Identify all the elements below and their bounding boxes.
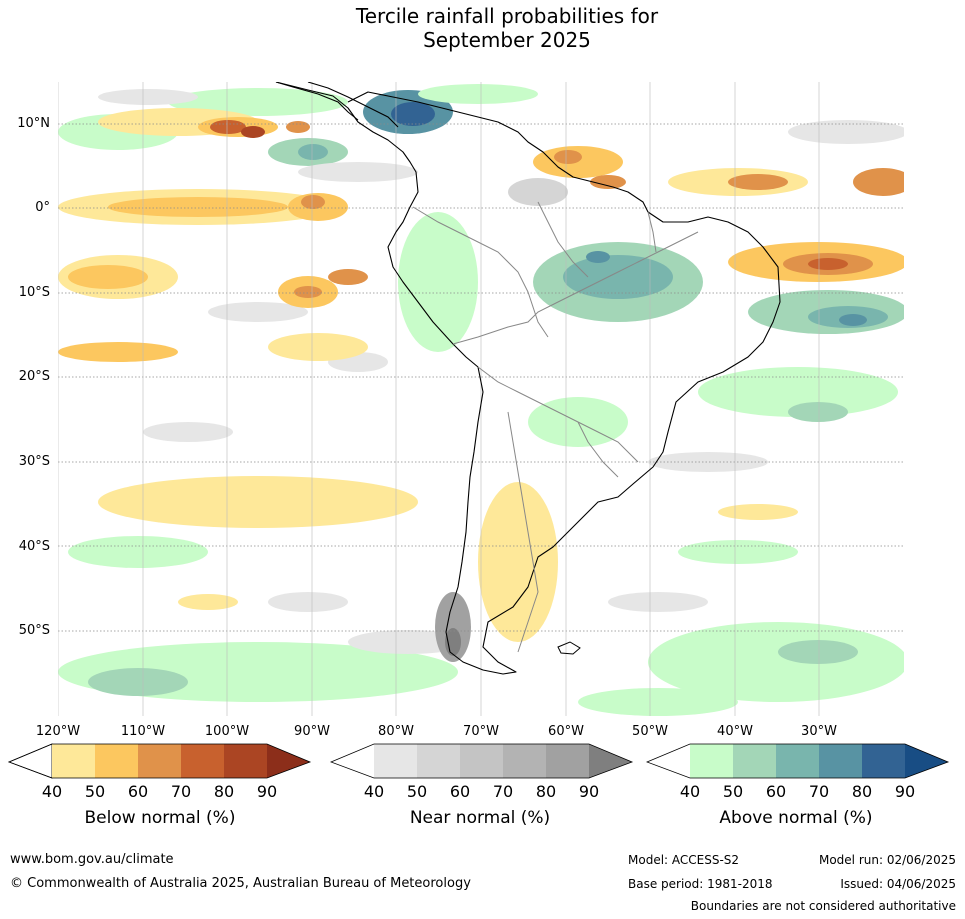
lat-label-40s: 40°S: [18, 539, 50, 554]
lat-label-20s: 20°S: [18, 369, 50, 384]
graticule: [58, 82, 904, 716]
base-period: Base period: 1981-2018: [628, 877, 773, 891]
near-tick-80: 80: [535, 782, 557, 801]
cbar-seg-3: [776, 744, 819, 778]
map-title: Tercile rainfall probabilities for Septe…: [0, 4, 965, 52]
cbar-seg-0: [331, 744, 374, 778]
lon-label-60w: 60°W: [548, 724, 584, 739]
lat-label-50s: 50°S: [18, 623, 50, 638]
below-tick-40: 40: [41, 782, 63, 801]
near-normal-colorbar: [330, 743, 634, 779]
lon-label-100w: 100°W: [204, 724, 250, 739]
model-run-date: Model run: 02/06/2025: [818, 853, 956, 867]
below-normal-colorbar: [8, 743, 312, 779]
probability-shading: [58, 84, 904, 716]
boundaries-disclaimer: Boundaries are not considered authoritat…: [690, 899, 956, 913]
cbar-seg-4: [819, 744, 862, 778]
below-tick-80: 80: [213, 782, 235, 801]
cbar-seg-1: [374, 744, 417, 778]
cbar-seg-2: [733, 744, 776, 778]
cbar-seg-3: [460, 744, 503, 778]
cbar-seg-3: [138, 744, 181, 778]
country-borders: [412, 201, 699, 653]
near-tick-50: 50: [406, 782, 428, 801]
above-normal-colorbar: [646, 743, 950, 779]
above-normal-title: Above normal (%): [719, 808, 873, 828]
copyright-text: © Commonwealth of Australia 2025, Austra…: [10, 876, 471, 891]
below-normal-title: Below normal (%): [84, 808, 236, 828]
cbar-seg-1: [52, 744, 95, 778]
lon-label-50w: 50°W: [632, 724, 668, 739]
lat-label-10n: 10°N: [17, 116, 50, 131]
above-tick-70: 70: [808, 782, 830, 801]
falkland-islands: [557, 641, 581, 655]
south-america-coastline: [275, 82, 781, 675]
above-tick-50: 50: [722, 782, 744, 801]
cbar-seg-5: [546, 744, 589, 778]
lon-label-40w: 40°W: [717, 724, 753, 739]
rainfall-map: [58, 82, 904, 716]
cbar-seg-4: [503, 744, 546, 778]
cbar-seg-6: [589, 744, 632, 778]
cbar-seg-4: [181, 744, 224, 778]
near-tick-40: 40: [363, 782, 385, 801]
near-tick-70: 70: [492, 782, 514, 801]
cbar-seg-2: [417, 744, 460, 778]
lon-label-110w: 110°W: [120, 724, 166, 739]
lat-label-30s: 30°S: [18, 454, 50, 469]
below-tick-60: 60: [127, 782, 149, 801]
near-tick-60: 60: [449, 782, 471, 801]
above-tick-40: 40: [679, 782, 701, 801]
near-normal-title: Near normal (%): [409, 808, 551, 828]
cbar-seg-5: [862, 744, 905, 778]
lon-label-90w: 90°W: [294, 724, 330, 739]
lon-label-70w: 70°W: [463, 724, 499, 739]
cbar-seg-1: [690, 744, 733, 778]
below-tick-70: 70: [170, 782, 192, 801]
lat-label-0: 0°: [35, 200, 50, 215]
cbar-seg-0: [647, 744, 690, 778]
lon-label-120w: 120°W: [35, 724, 81, 739]
cbar-seg-6: [905, 744, 948, 778]
lon-label-80w: 80°W: [378, 724, 414, 739]
model-name: Model: ACCESS-S2: [628, 853, 740, 867]
lat-label-10s: 10°S: [18, 285, 50, 300]
above-tick-80: 80: [851, 782, 873, 801]
above-tick-60: 60: [765, 782, 787, 801]
title-line-2: September 2025: [423, 28, 591, 52]
above-tick-90: 90: [894, 782, 916, 801]
cbar-seg-2: [95, 744, 138, 778]
cbar-seg-6: [267, 744, 310, 778]
central-america-coastline: [275, 82, 399, 128]
below-tick-90: 90: [256, 782, 278, 801]
website-link[interactable]: www.bom.gov.au/climate: [10, 852, 174, 867]
below-tick-50: 50: [84, 782, 106, 801]
issued-date: Issued: 04/06/2025: [840, 877, 956, 891]
near-tick-90: 90: [578, 782, 600, 801]
cbar-seg-0: [8, 743, 53, 779]
lon-label-30w: 30°W: [801, 724, 837, 739]
cbar-seg-5: [224, 744, 267, 778]
title-line-1: Tercile rainfall probabilities for: [355, 4, 659, 28]
